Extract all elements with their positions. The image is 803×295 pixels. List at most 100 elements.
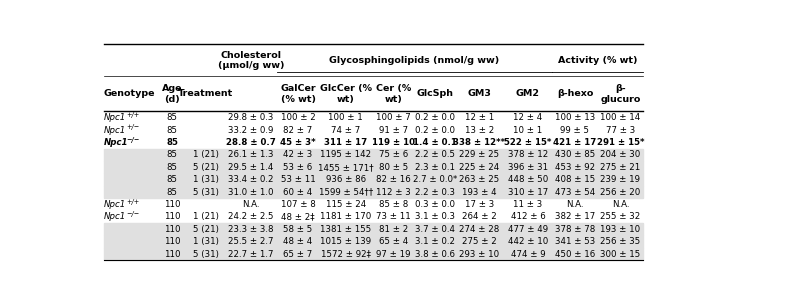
Text: 193 ± 10: 193 ± 10	[600, 225, 640, 234]
Text: β-
glucuro: β- glucuro	[600, 84, 640, 104]
Text: 110: 110	[164, 250, 180, 259]
Text: 239 ± 19: 239 ± 19	[600, 175, 640, 184]
Text: 80 ± 5: 80 ± 5	[378, 163, 407, 172]
Text: 29.5 ± 1.4: 29.5 ± 1.4	[228, 163, 273, 172]
Text: GM2: GM2	[516, 89, 540, 99]
Text: Npc1: Npc1	[104, 212, 126, 221]
Text: 225 ± 24: 225 ± 24	[459, 163, 499, 172]
Text: Npc1: Npc1	[104, 126, 126, 135]
Text: 1572 ± 92‡: 1572 ± 92‡	[320, 250, 370, 259]
Text: 33.2 ± 0.9: 33.2 ± 0.9	[228, 126, 273, 135]
Text: 31.0 ± 1.0: 31.0 ± 1.0	[228, 188, 273, 196]
Text: 1.4 ± 0.1: 1.4 ± 0.1	[413, 138, 456, 147]
Text: Npc1: Npc1	[104, 138, 128, 147]
Text: 1015 ± 139: 1015 ± 139	[320, 237, 371, 246]
Text: GalCer
(% wt): GalCer (% wt)	[280, 84, 316, 104]
Text: 264 ± 2: 264 ± 2	[462, 212, 496, 221]
Text: 11 ± 3: 11 ± 3	[512, 200, 542, 209]
Text: 91 ± 7: 91 ± 7	[378, 126, 407, 135]
Text: 338 ± 12**: 338 ± 12**	[453, 138, 505, 147]
Text: 110: 110	[164, 225, 180, 234]
Text: 5 (31): 5 (31)	[192, 188, 218, 196]
Text: 99 ± 5: 99 ± 5	[560, 126, 589, 135]
Text: 29.8 ± 0.3: 29.8 ± 0.3	[228, 113, 273, 122]
Text: 450 ± 16: 450 ± 16	[554, 250, 594, 259]
Text: 477 ± 49: 477 ± 49	[507, 225, 548, 234]
Text: 60 ± 4: 60 ± 4	[283, 188, 312, 196]
Text: 378 ± 78: 378 ± 78	[554, 225, 594, 234]
Text: Genotype: Genotype	[104, 89, 155, 99]
Text: 65 ± 4: 65 ± 4	[378, 237, 407, 246]
Text: 110: 110	[164, 212, 180, 221]
Text: 1195 ± 142: 1195 ± 142	[320, 150, 371, 159]
Text: 473 ± 54: 473 ± 54	[554, 188, 594, 196]
Text: 85: 85	[166, 188, 177, 196]
Bar	[104, 248, 642, 260]
Text: 310 ± 17: 310 ± 17	[507, 188, 548, 196]
Text: 256 ± 20: 256 ± 20	[600, 188, 640, 196]
Text: 82 ± 16: 82 ± 16	[376, 175, 410, 184]
Text: 474 ± 9: 474 ± 9	[510, 250, 544, 259]
Text: 1 (31): 1 (31)	[192, 237, 218, 246]
Text: 408 ± 15: 408 ± 15	[554, 175, 594, 184]
Text: 100 ± 13: 100 ± 13	[554, 113, 594, 122]
Text: +/−: +/−	[126, 124, 139, 130]
Text: 119 ± 10: 119 ± 10	[372, 138, 414, 147]
Text: 448 ± 50: 448 ± 50	[507, 175, 548, 184]
Text: 48 ± 4: 48 ± 4	[283, 237, 312, 246]
Text: 274 ± 28: 274 ± 28	[459, 225, 499, 234]
Text: 3.1 ± 0.3: 3.1 ± 0.3	[414, 212, 454, 221]
Text: 936 ± 86: 936 ± 86	[325, 175, 365, 184]
Text: 341 ± 53: 341 ± 53	[554, 237, 594, 246]
Text: 1381 ± 155: 1381 ± 155	[320, 225, 371, 234]
Text: 1455 ± 171†: 1455 ± 171†	[317, 163, 373, 172]
Text: 115 ± 24: 115 ± 24	[325, 200, 365, 209]
Text: 2.3 ± 0.1: 2.3 ± 0.1	[414, 163, 454, 172]
Text: −/−: −/−	[126, 211, 139, 217]
Text: 3.1 ± 0.2: 3.1 ± 0.2	[414, 237, 454, 246]
Text: 12 ± 1: 12 ± 1	[464, 113, 493, 122]
Text: 255 ± 32: 255 ± 32	[600, 212, 640, 221]
Text: GM3: GM3	[467, 89, 491, 99]
Text: 0.3 ± 0.0: 0.3 ± 0.0	[414, 200, 454, 209]
Text: 85: 85	[166, 163, 177, 172]
Text: 256 ± 35: 256 ± 35	[600, 237, 640, 246]
Text: 442 ± 10: 442 ± 10	[507, 237, 548, 246]
Text: 110: 110	[164, 200, 180, 209]
Bar	[104, 235, 642, 248]
Bar	[104, 186, 642, 198]
Text: Cer (%
wt): Cer (% wt)	[375, 84, 410, 104]
Text: 85 ± 8: 85 ± 8	[378, 200, 407, 209]
Text: 412 ± 6: 412 ± 6	[510, 212, 544, 221]
Text: 229 ± 25: 229 ± 25	[459, 150, 499, 159]
Bar	[104, 173, 642, 186]
Text: +/+: +/+	[126, 199, 139, 204]
Text: Cholesterol
(μmol/g ww): Cholesterol (μmol/g ww)	[218, 51, 284, 70]
Text: 58 ± 5: 58 ± 5	[283, 225, 312, 234]
Text: 85: 85	[166, 113, 177, 122]
Text: 3.8 ± 0.6: 3.8 ± 0.6	[414, 250, 454, 259]
Text: 23.3 ± 3.8: 23.3 ± 3.8	[228, 225, 273, 234]
Text: 300 ± 15: 300 ± 15	[600, 250, 640, 259]
Text: 33.4 ± 0.2: 33.4 ± 0.2	[228, 175, 273, 184]
Text: 5 (21): 5 (21)	[192, 163, 218, 172]
Text: 2.2 ± 0.5: 2.2 ± 0.5	[414, 150, 454, 159]
Text: 12 ± 4: 12 ± 4	[512, 113, 542, 122]
Text: Age
(d): Age (d)	[161, 84, 182, 104]
Text: 85: 85	[166, 150, 177, 159]
Text: 42 ± 3: 42 ± 3	[283, 150, 312, 159]
Text: GlcCer (%
wt): GlcCer (% wt)	[320, 84, 371, 104]
Text: 430 ± 85: 430 ± 85	[554, 150, 594, 159]
Text: 453 ± 92: 453 ± 92	[554, 163, 594, 172]
Text: 26.1 ± 1.3: 26.1 ± 1.3	[228, 150, 273, 159]
Text: 28.8 ± 0.7: 28.8 ± 0.7	[226, 138, 275, 147]
Text: 65 ± 7: 65 ± 7	[283, 250, 312, 259]
Text: 311 ± 17: 311 ± 17	[324, 138, 367, 147]
Bar	[104, 223, 642, 235]
Text: 81 ± 2: 81 ± 2	[378, 225, 407, 234]
Text: 53 ± 11: 53 ± 11	[280, 175, 315, 184]
Text: Activity (% wt): Activity (% wt)	[557, 56, 637, 65]
Text: 100 ± 14: 100 ± 14	[600, 113, 640, 122]
Text: 5 (31): 5 (31)	[192, 250, 218, 259]
Text: 2.2 ± 0.3: 2.2 ± 0.3	[414, 188, 454, 196]
